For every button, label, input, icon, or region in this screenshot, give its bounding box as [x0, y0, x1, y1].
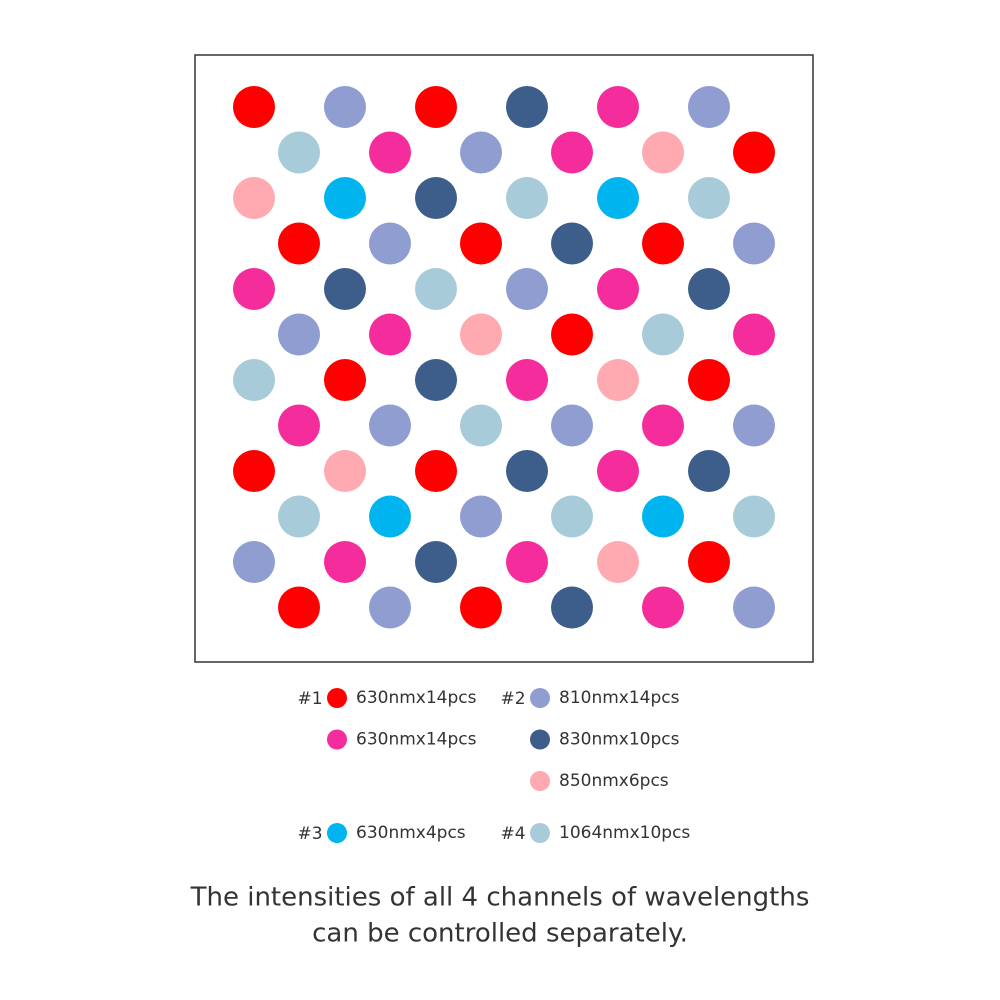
led-dot — [233, 177, 275, 219]
channel-label: #1 — [297, 689, 322, 709]
led-dot — [733, 313, 775, 356]
led-dot — [597, 268, 639, 310]
led-dot — [597, 450, 639, 492]
led-dot — [688, 541, 730, 583]
led-dot — [278, 404, 320, 447]
led-dot — [733, 495, 775, 538]
led-dot — [233, 359, 275, 401]
led-dot — [415, 268, 457, 310]
led-dot — [278, 222, 320, 265]
led-dot — [415, 541, 457, 583]
led-dot — [642, 222, 684, 265]
led-dot — [460, 495, 502, 538]
channel-label: #4 — [500, 824, 525, 844]
led-dot — [506, 359, 548, 401]
led-dot — [324, 177, 366, 219]
led-dot — [688, 177, 730, 219]
led-dot — [688, 359, 730, 401]
led-dot — [688, 450, 730, 492]
led-dot — [551, 131, 593, 174]
led-dot — [369, 313, 411, 356]
led-dot — [551, 586, 593, 629]
led-dot — [324, 359, 366, 401]
legend-dot — [327, 688, 347, 708]
led-dot — [551, 222, 593, 265]
legend-dot — [530, 823, 550, 843]
legend-label: 850nmx6pcs — [559, 771, 669, 791]
led-dot — [506, 541, 548, 583]
legend-label: 630nmx14pcs — [356, 730, 477, 750]
led-dot — [551, 404, 593, 447]
channel-label: #2 — [500, 689, 525, 709]
legend-dot — [327, 729, 347, 750]
led-dot — [597, 359, 639, 401]
led-dot — [369, 131, 411, 174]
led-dot — [506, 268, 548, 310]
led-dot — [733, 586, 775, 629]
led-dot — [733, 131, 775, 174]
legend-label: 630nmx4pcs — [356, 823, 466, 843]
led-dot — [233, 86, 275, 128]
led-dot — [460, 313, 502, 356]
led-dot — [324, 450, 366, 492]
led-dot — [688, 86, 730, 128]
caption-line: can be controlled separately. — [312, 919, 688, 949]
legend-dot — [530, 688, 550, 708]
led-dot — [278, 586, 320, 629]
led-dot — [597, 541, 639, 583]
legend-label: 830nmx10pcs — [559, 730, 680, 750]
led-dot — [324, 268, 366, 310]
led-dot — [369, 586, 411, 629]
led-dot — [278, 131, 320, 174]
led-dot — [506, 177, 548, 219]
led-dot — [369, 495, 411, 538]
led-dot — [233, 268, 275, 310]
led-dot — [506, 450, 548, 492]
channel-label: #3 — [297, 824, 322, 844]
led-dot — [233, 450, 275, 492]
legend-dot — [530, 729, 550, 750]
led-dot — [460, 404, 502, 447]
led-dot — [642, 313, 684, 356]
led-dot — [551, 495, 593, 538]
led-dot — [278, 495, 320, 538]
led-dot — [642, 586, 684, 629]
led-dot — [415, 86, 457, 128]
led-dot — [415, 359, 457, 401]
led-dot — [597, 177, 639, 219]
led-dot — [324, 541, 366, 583]
led-dot — [415, 450, 457, 492]
legend-dot — [327, 823, 347, 843]
led-dot — [642, 131, 684, 174]
led-dot — [688, 268, 730, 310]
led-dot — [597, 86, 639, 128]
led-dot — [551, 313, 593, 356]
led-dot — [642, 495, 684, 538]
led-dot — [233, 541, 275, 583]
legend-label: 810nmx14pcs — [559, 688, 680, 708]
caption-line: The intensities of all 4 channels of wav… — [190, 883, 810, 913]
led-dot — [733, 404, 775, 447]
legend-dot — [530, 771, 550, 791]
led-dot — [733, 222, 775, 265]
led-dot — [324, 86, 366, 128]
led-dot — [460, 586, 502, 629]
legend-label: 1064nmx10pcs — [559, 823, 690, 843]
led-dot — [460, 131, 502, 174]
led-dot — [460, 222, 502, 265]
led-dot — [369, 222, 411, 265]
led-dot — [278, 313, 320, 356]
legend-label: 630nmx14pcs — [356, 688, 477, 708]
led-dot — [369, 404, 411, 447]
led-dot — [415, 177, 457, 219]
led-dot — [642, 404, 684, 447]
led-dot — [506, 86, 548, 128]
